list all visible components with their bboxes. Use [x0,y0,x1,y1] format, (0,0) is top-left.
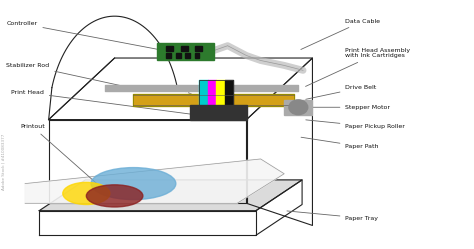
Polygon shape [185,53,190,58]
Text: Paper Tray: Paper Tray [287,211,378,221]
Text: Adobe Stock | #410083377: Adobe Stock | #410083377 [2,133,6,190]
Text: Paper Pickup Roller: Paper Pickup Roller [306,120,405,129]
Polygon shape [176,53,181,58]
Ellipse shape [289,100,308,115]
Text: Print Head: Print Head [11,90,192,114]
Text: Stabilizer Rod: Stabilizer Rod [6,63,121,86]
Polygon shape [195,53,200,58]
Text: Printout: Printout [20,124,103,189]
Text: Stepper Motor: Stepper Motor [310,105,391,110]
Polygon shape [195,46,202,51]
Ellipse shape [91,168,176,200]
Text: Paper Path: Paper Path [301,137,379,149]
Polygon shape [39,180,302,211]
Polygon shape [190,105,246,120]
Polygon shape [181,46,188,51]
Text: Data Cable: Data Cable [301,19,381,50]
Polygon shape [157,43,213,61]
Polygon shape [25,159,284,203]
Ellipse shape [63,182,110,204]
Text: Drive Belt: Drive Belt [306,85,377,99]
Polygon shape [166,53,171,58]
Polygon shape [166,46,173,51]
Ellipse shape [86,185,143,207]
Polygon shape [284,100,312,115]
Text: Controller: Controller [6,21,168,51]
Text: Print Head Assembly
with Ink Cartridges: Print Head Assembly with Ink Cartridges [306,48,410,86]
